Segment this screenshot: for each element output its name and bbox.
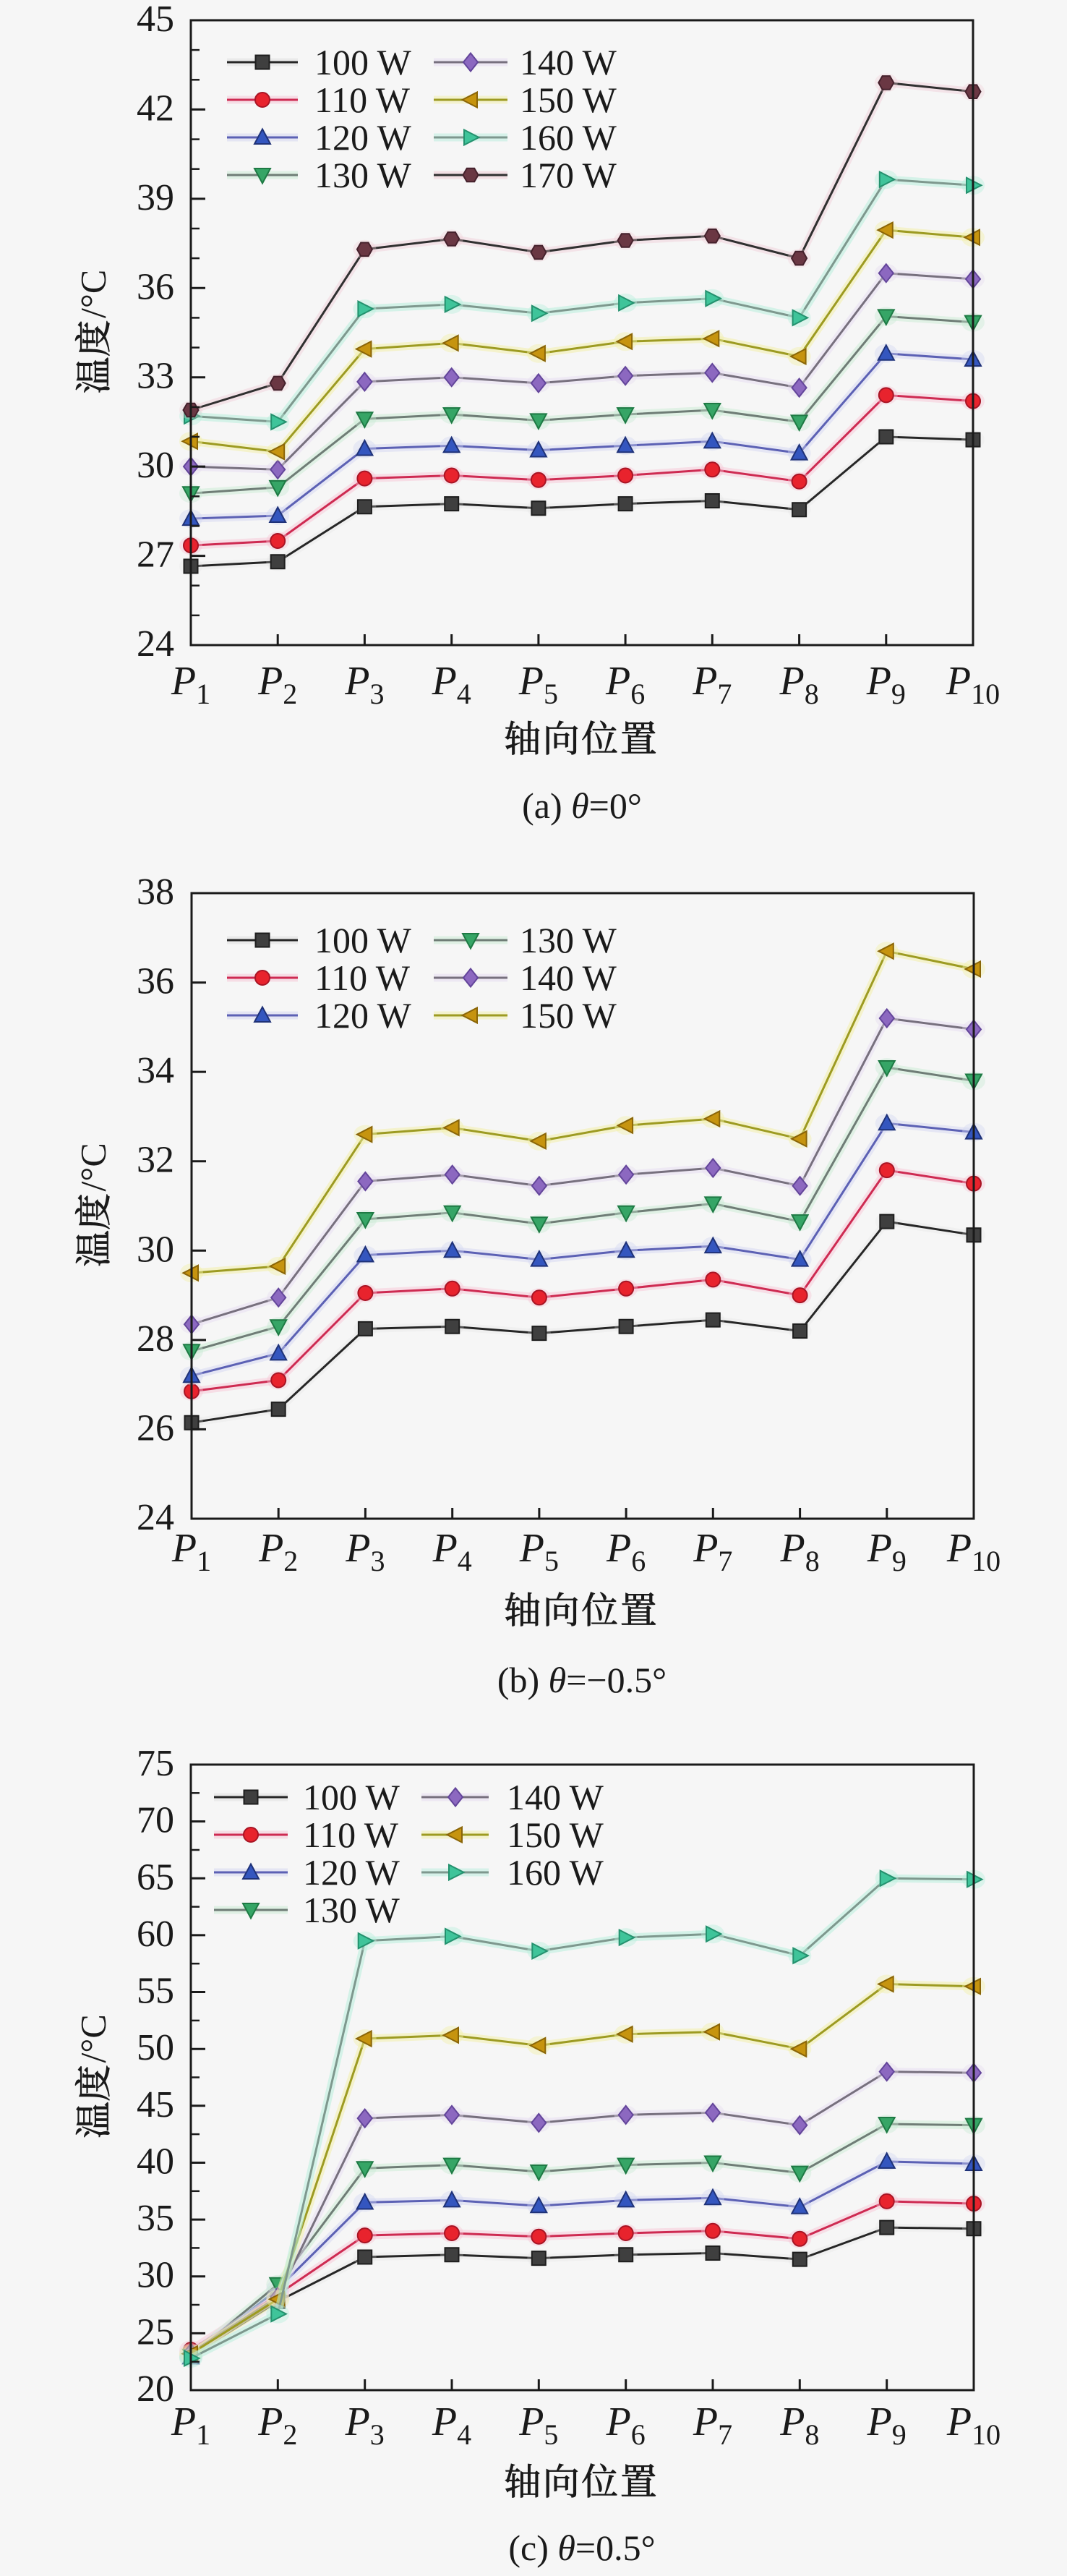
svg-text:130 W: 130 W xyxy=(303,1890,400,1930)
svg-text:(c) θ=0.5°: (c) θ=0.5° xyxy=(508,2528,655,2568)
svg-text:35: 35 xyxy=(137,2198,174,2239)
svg-text:170 W: 170 W xyxy=(520,155,617,195)
svg-text:160 W: 160 W xyxy=(507,1852,604,1893)
svg-text:P7: P7 xyxy=(693,1526,732,1577)
svg-text:70: 70 xyxy=(137,1800,174,1841)
svg-text:P4: P4 xyxy=(432,2400,471,2451)
svg-text:32: 32 xyxy=(137,1140,174,1181)
svg-text:P10: P10 xyxy=(946,1526,1000,1577)
svg-text:P1: P1 xyxy=(171,2400,210,2451)
svg-text:120 W: 120 W xyxy=(314,995,412,1036)
svg-text:130 W: 130 W xyxy=(520,920,617,960)
svg-text:110 W: 110 W xyxy=(303,1814,399,1855)
svg-text:P10: P10 xyxy=(946,2400,1000,2451)
svg-text:P10: P10 xyxy=(946,659,1000,710)
svg-text:P6: P6 xyxy=(606,1526,646,1577)
svg-text:P4: P4 xyxy=(432,659,471,710)
svg-text:36: 36 xyxy=(137,961,174,1002)
svg-text:P9: P9 xyxy=(866,659,906,710)
svg-text:P6: P6 xyxy=(606,2400,646,2451)
svg-text:P7: P7 xyxy=(692,659,732,710)
svg-text:38: 38 xyxy=(137,871,174,913)
svg-text:30: 30 xyxy=(137,2255,174,2296)
svg-text:100 W: 100 W xyxy=(303,1777,400,1817)
svg-text:P2: P2 xyxy=(257,2400,297,2451)
svg-text:P1: P1 xyxy=(171,659,210,710)
svg-text:P5: P5 xyxy=(519,1526,559,1577)
svg-text:45: 45 xyxy=(137,2084,174,2125)
svg-text:P4: P4 xyxy=(432,1526,472,1577)
svg-text:P8: P8 xyxy=(779,2400,819,2451)
svg-text:P6: P6 xyxy=(605,659,645,710)
svg-text:120 W: 120 W xyxy=(303,1852,400,1893)
svg-text:26: 26 xyxy=(137,1407,174,1449)
svg-text:150 W: 150 W xyxy=(520,80,617,120)
svg-text:(b) θ=−0.5°: (b) θ=−0.5° xyxy=(497,1660,667,1700)
svg-text:20: 20 xyxy=(137,2368,174,2410)
svg-text:40: 40 xyxy=(137,2141,174,2183)
svg-text:140 W: 140 W xyxy=(507,1777,604,1817)
svg-text:P3: P3 xyxy=(344,659,384,710)
svg-text:P2: P2 xyxy=(257,659,297,710)
svg-text:140 W: 140 W xyxy=(520,42,617,82)
svg-text:(a) θ=0°: (a) θ=0° xyxy=(522,785,642,826)
svg-text:25: 25 xyxy=(137,2311,174,2353)
svg-text:28: 28 xyxy=(137,1318,174,1360)
svg-text:/°C: /°C xyxy=(73,270,113,318)
svg-text:42: 42 xyxy=(137,88,174,129)
svg-text:P7: P7 xyxy=(693,2400,732,2451)
svg-text:P5: P5 xyxy=(518,659,558,710)
svg-text:P3: P3 xyxy=(345,1526,385,1577)
svg-text:24: 24 xyxy=(137,1497,174,1538)
svg-text:30: 30 xyxy=(137,445,174,486)
svg-text:P9: P9 xyxy=(867,2400,907,2451)
svg-text:36: 36 xyxy=(137,266,174,307)
svg-text:P5: P5 xyxy=(518,2400,558,2451)
svg-text:39: 39 xyxy=(137,177,174,218)
svg-text:55: 55 xyxy=(137,1971,174,2012)
svg-text:110 W: 110 W xyxy=(314,80,411,120)
svg-text:P3: P3 xyxy=(345,2400,385,2451)
svg-text:P9: P9 xyxy=(867,1526,907,1577)
svg-text:100 W: 100 W xyxy=(314,42,412,82)
svg-text:P1: P1 xyxy=(171,1526,211,1577)
svg-text:75: 75 xyxy=(137,1743,174,1784)
svg-text:34: 34 xyxy=(137,1050,174,1091)
svg-text:120 W: 120 W xyxy=(314,117,412,158)
svg-text:65: 65 xyxy=(137,1856,174,1898)
svg-text:/°C: /°C xyxy=(73,1143,113,1191)
svg-text:30: 30 xyxy=(137,1229,174,1270)
svg-text:100 W: 100 W xyxy=(314,920,412,960)
svg-text:P2: P2 xyxy=(258,1526,298,1577)
svg-text:45: 45 xyxy=(137,0,174,40)
svg-text:P8: P8 xyxy=(779,1526,819,1577)
svg-text:50: 50 xyxy=(137,2027,174,2068)
svg-text:27: 27 xyxy=(137,534,174,576)
svg-text:130 W: 130 W xyxy=(314,155,412,195)
svg-text:160 W: 160 W xyxy=(520,117,617,158)
svg-text:150 W: 150 W xyxy=(520,995,617,1036)
svg-text:24: 24 xyxy=(137,623,174,665)
svg-text:150 W: 150 W xyxy=(507,1814,604,1855)
svg-text:/°C: /°C xyxy=(73,2014,113,2063)
svg-text:P8: P8 xyxy=(779,659,818,710)
svg-text:33: 33 xyxy=(137,356,174,397)
svg-text:60: 60 xyxy=(137,1914,174,1955)
svg-text:110 W: 110 W xyxy=(314,958,411,998)
svg-text:140 W: 140 W xyxy=(520,958,617,998)
